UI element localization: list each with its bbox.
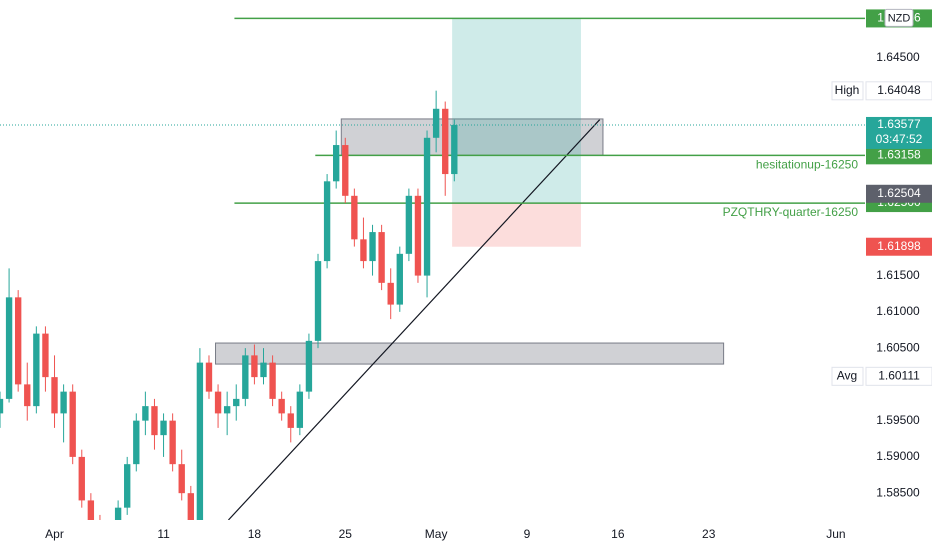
candle-body: [223, 406, 231, 414]
x-tick-label: 9: [524, 527, 531, 541]
y-tick-label: 1.59000: [876, 449, 920, 463]
zone: [215, 342, 725, 365]
marker-name: Avg: [837, 369, 857, 383]
candle-body: [187, 493, 194, 520]
candle-body: [287, 413, 294, 428]
x-tick-label: 11: [157, 527, 170, 541]
currency-box: [884, 8, 914, 27]
marker-name-box: [831, 366, 864, 386]
price-badge-label: 1.61898: [877, 239, 921, 253]
profit-zone: [452, 18, 581, 203]
last-price-badge: [866, 116, 932, 149]
candle-body: [405, 195, 413, 254]
y-tick-label: 1.61000: [876, 304, 920, 318]
candle-body: [269, 362, 276, 399]
marker-name-box: [831, 81, 864, 101]
candle-body: [387, 282, 394, 305]
candle-body: [233, 398, 240, 407]
x-tick-label: 18: [248, 527, 262, 541]
candle-body: [42, 333, 49, 378]
candle-body: [323, 181, 331, 262]
x-tick-label: Apr: [45, 527, 64, 541]
candle-body: [133, 420, 140, 465]
candle-body: [369, 232, 376, 262]
candle-body: [242, 355, 249, 399]
x-tick-label: 23: [702, 527, 716, 541]
x-tick-label: 25: [339, 527, 353, 541]
candle-body: [442, 108, 449, 175]
line-name: hesitationup-16250: [756, 158, 858, 172]
candle-body: [278, 398, 285, 414]
x-tick-label: 16: [611, 527, 625, 541]
y-tick-label: 1.60500: [876, 340, 920, 354]
marker-name: High: [835, 83, 860, 97]
trendline: [227, 119, 601, 520]
candle-body: [378, 232, 385, 283]
candle-body: [451, 124, 458, 175]
x-tick-label: Jun: [826, 527, 845, 541]
candle-body: [351, 195, 358, 240]
price-badge-label: 1.62504: [877, 186, 921, 200]
candle-body: [160, 420, 167, 436]
entry-badge: [866, 184, 932, 203]
time-axis: [0, 520, 865, 550]
candle-body: [305, 340, 313, 392]
candle-body: [314, 261, 322, 341]
x-tick-label: May: [425, 527, 448, 541]
candle-body: [169, 420, 176, 465]
price-badge-label: 1.63577: [877, 117, 921, 131]
candle-body: [296, 391, 304, 428]
y-tick-label: 1.61500: [876, 268, 920, 282]
candle-body: [33, 333, 40, 407]
line-name: PZQTHRY-quarter-16250: [723, 205, 859, 219]
currency: NZD: [888, 12, 911, 24]
stop-badge: [866, 237, 932, 256]
candle-body: [196, 362, 204, 520]
candle-body: [360, 239, 367, 262]
candle-body: [342, 145, 349, 196]
candle-body: [14, 297, 22, 385]
candle-body: [205, 362, 213, 392]
marker-badge: [865, 81, 932, 101]
price-badge-label: 1.64048: [877, 83, 921, 97]
candle-body: [151, 406, 158, 436]
candle-body: [5, 297, 13, 399]
candle-body: [124, 464, 131, 508]
candle-body: [51, 377, 58, 414]
candle-body: [423, 137, 431, 276]
y-tick-label: 1.64500: [876, 50, 920, 64]
candle-body: [251, 355, 258, 378]
candle-body: [178, 464, 185, 494]
candle-body: [0, 398, 4, 414]
marker-badge: [865, 366, 932, 386]
candle-body: [78, 456, 85, 501]
price-badge-label: 1.63158: [877, 148, 921, 162]
candle-body: [60, 391, 67, 414]
y-tick-label: 1.59500: [876, 413, 920, 427]
candle-body: [396, 253, 403, 305]
candle-body: [214, 391, 222, 414]
candle-body: [432, 108, 440, 138]
candle-body: [260, 362, 267, 378]
plot-area: [0, 17, 865, 520]
price-badge: [866, 146, 932, 165]
candle-body: [414, 195, 422, 276]
candle-body: [142, 406, 149, 421]
price-badge-label: 03:47:52: [876, 132, 923, 146]
price-badge-label: 1.60111: [878, 369, 920, 383]
candle-body: [333, 145, 340, 182]
candle-body: [114, 507, 122, 520]
candle-body: [69, 391, 76, 457]
y-tick-label: 1.58500: [876, 485, 920, 499]
candle-body: [87, 500, 95, 520]
candle-body: [24, 384, 31, 407]
